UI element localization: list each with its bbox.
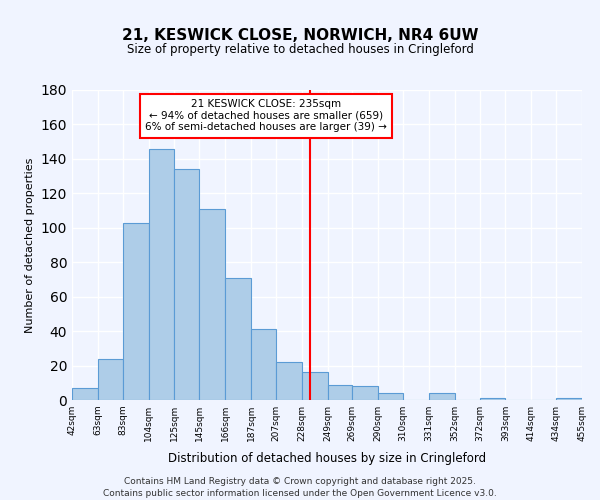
Bar xyxy=(72,388,98,400)
Text: 21, KESWICK CLOSE, NORWICH, NR4 6UW: 21, KESWICK CLOSE, NORWICH, NR4 6UW xyxy=(122,28,478,42)
Bar xyxy=(479,398,505,400)
Bar xyxy=(556,398,582,400)
Bar xyxy=(122,222,149,400)
Text: Contains HM Land Registry data © Crown copyright and database right 2025.: Contains HM Land Registry data © Crown c… xyxy=(124,478,476,486)
Bar xyxy=(98,358,122,400)
Bar xyxy=(378,393,403,400)
Bar xyxy=(276,362,302,400)
Bar xyxy=(149,148,175,400)
Bar xyxy=(199,209,225,400)
Bar xyxy=(225,278,251,400)
Bar xyxy=(175,169,199,400)
Text: 21 KESWICK CLOSE: 235sqm
← 94% of detached houses are smaller (659)
6% of semi-d: 21 KESWICK CLOSE: 235sqm ← 94% of detach… xyxy=(145,100,387,132)
X-axis label: Distribution of detached houses by size in Cringleford: Distribution of detached houses by size … xyxy=(168,452,486,466)
Bar xyxy=(302,372,328,400)
Bar xyxy=(429,393,455,400)
Bar xyxy=(352,386,378,400)
Bar xyxy=(251,330,276,400)
Text: Size of property relative to detached houses in Cringleford: Size of property relative to detached ho… xyxy=(127,42,473,56)
Text: Contains public sector information licensed under the Open Government Licence v3: Contains public sector information licen… xyxy=(103,489,497,498)
Bar xyxy=(328,384,352,400)
Y-axis label: Number of detached properties: Number of detached properties xyxy=(25,158,35,332)
